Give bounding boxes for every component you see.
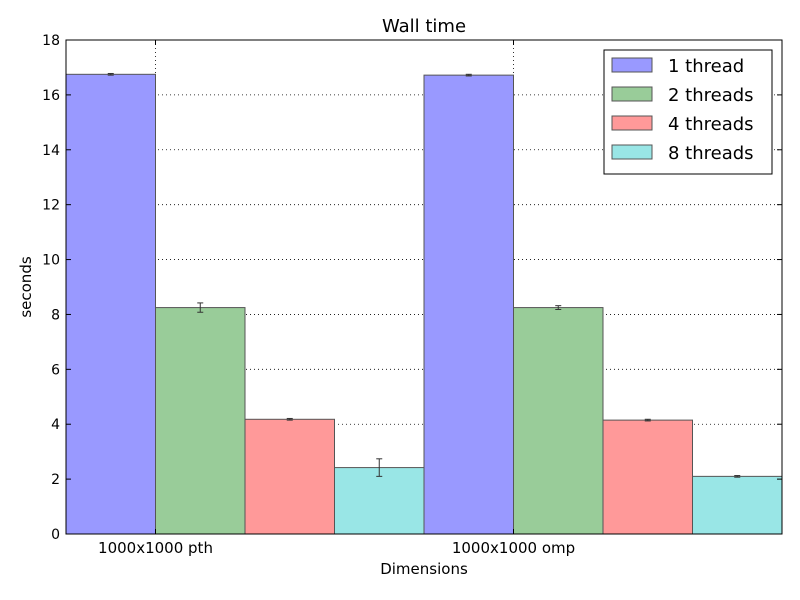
chart-title: Wall time bbox=[382, 16, 466, 37]
bar-1-thread-1 bbox=[423, 74, 514, 535]
y-tick-label: 18 bbox=[42, 33, 60, 49]
bar-2-threads-1 bbox=[513, 307, 604, 535]
legend-swatch-1-thread bbox=[611, 57, 653, 73]
legend-label: 1 thread bbox=[668, 56, 744, 77]
error-bar-8-threads-0 bbox=[376, 458, 383, 477]
x-tick-label: 1000x1000 pth bbox=[98, 539, 213, 557]
bar-8-threads-1 bbox=[692, 475, 783, 535]
y-tick-label: 12 bbox=[42, 198, 60, 214]
error-bar-1-thread-1 bbox=[465, 73, 472, 77]
y-tick-label: 14 bbox=[42, 143, 60, 159]
y-tick-label: 2 bbox=[51, 472, 60, 488]
x-axis-label: Dimensions bbox=[380, 560, 468, 578]
legend: 1 thread 2 threads 4 threads 8 threads bbox=[603, 49, 773, 175]
y-tick-label: 6 bbox=[51, 362, 60, 378]
legend-label: 8 threads bbox=[668, 143, 754, 164]
legend-swatch-2-threads bbox=[611, 86, 653, 102]
axes: 0 2 4 6 8 10 12 14 16 18 1000x1000 pth 1000x1000 om… bbox=[42, 33, 783, 557]
y-tick-label: 10 bbox=[42, 253, 60, 269]
error-bar-8-threads-1 bbox=[734, 475, 741, 478]
bar-2-threads-0 bbox=[155, 307, 246, 535]
legend-swatch-4-threads bbox=[611, 115, 653, 131]
y-tick-label: 0 bbox=[51, 527, 60, 543]
y-tick-label: 16 bbox=[42, 88, 60, 104]
bar-4-threads-1 bbox=[602, 419, 693, 535]
error-bar-2-threads-0 bbox=[197, 302, 204, 313]
legend-label: 2 threads bbox=[668, 85, 754, 106]
bar-1-thread-0 bbox=[65, 73, 156, 535]
legend-swatch-8-threads bbox=[611, 144, 653, 160]
y-tick-label: 4 bbox=[51, 417, 60, 433]
y-tick-label: 8 bbox=[51, 307, 60, 323]
error-bar-1-thread-0 bbox=[107, 72, 114, 76]
bar-8-threads-0 bbox=[334, 467, 425, 535]
error-bar-2-threads-1 bbox=[555, 305, 562, 311]
error-bar-4-threads-1 bbox=[644, 418, 651, 422]
error-bar-4-threads-0 bbox=[286, 417, 293, 421]
legend-label: 4 threads bbox=[668, 114, 754, 135]
x-tick-label: 1000x1000 omp bbox=[452, 539, 575, 557]
y-axis-label: seconds bbox=[17, 256, 35, 317]
bar-4-threads-0 bbox=[244, 418, 335, 535]
plot-frame bbox=[65, 39, 783, 535]
